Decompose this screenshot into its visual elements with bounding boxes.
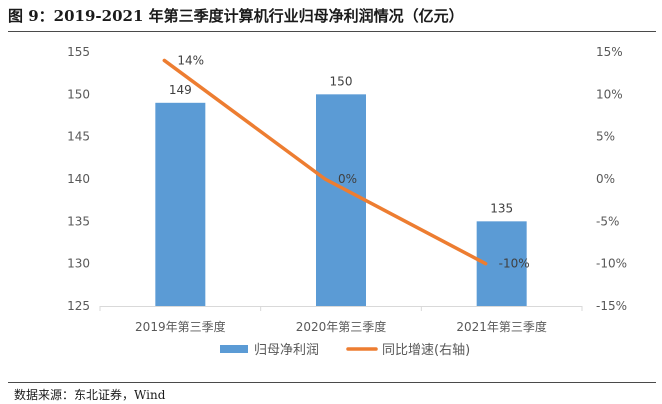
source-note: 数据来源：东北证券，Wind <box>14 388 166 402</box>
legend-bar-label: 归母净利润 <box>254 343 319 358</box>
bar <box>316 94 366 306</box>
y-left-tick-label: 125 <box>67 299 90 313</box>
y-left-tick-label: 130 <box>67 257 90 271</box>
bar-value-label: 149 <box>169 83 192 97</box>
y-left-tick-label: 140 <box>67 172 90 186</box>
y-right-tick-label: 5% <box>596 130 615 144</box>
legend-line-label: 同比增速(右轴) <box>382 343 470 358</box>
y-right-tick-label: 15% <box>596 45 623 59</box>
y-left-tick-label: 145 <box>67 130 90 144</box>
x-tick-label: 2019年第三季度 <box>135 319 226 334</box>
y-right-tick-label: -15% <box>596 299 627 313</box>
y-right-tick-label: -10% <box>596 257 627 271</box>
line-value-label: 14% <box>177 53 204 67</box>
bar <box>155 102 206 306</box>
y-left-tick-label: 150 <box>67 87 90 101</box>
y-right-tick-label: 10% <box>596 87 623 101</box>
figure-title: 图 9：2019-2021 年第三季度计算机行业归母净利润情况（亿元） <box>8 7 464 25</box>
y-right-tick-label: -5% <box>596 214 619 228</box>
line-value-label: 0% <box>338 172 357 186</box>
source-rule <box>8 382 656 383</box>
line-series <box>162 58 488 266</box>
line-value-label: -10% <box>499 257 530 271</box>
legend-bar-swatch <box>220 345 248 353</box>
bar-value-label: 150 <box>330 74 353 88</box>
y-left-tick-label: 155 <box>67 45 90 59</box>
x-tick-label: 2021年第三季度 <box>456 319 547 334</box>
title-rule <box>8 31 656 32</box>
y-right-tick-label: 0% <box>596 172 615 186</box>
axes: 2019年第三季度 2020年第三季度 2021年第三季度 125 130 135 140 1… <box>67 45 627 334</box>
bar-series <box>155 94 527 306</box>
x-tick-label: 2020年第三季度 <box>296 319 387 334</box>
legend: 归母净利润 同比增速(右轴) <box>220 343 470 358</box>
growth-line <box>162 58 488 266</box>
data-labels: 149 150 135 14% 0% -10% <box>169 53 530 270</box>
y-left-tick-label: 135 <box>67 214 90 228</box>
bar-value-label: 135 <box>490 201 513 215</box>
